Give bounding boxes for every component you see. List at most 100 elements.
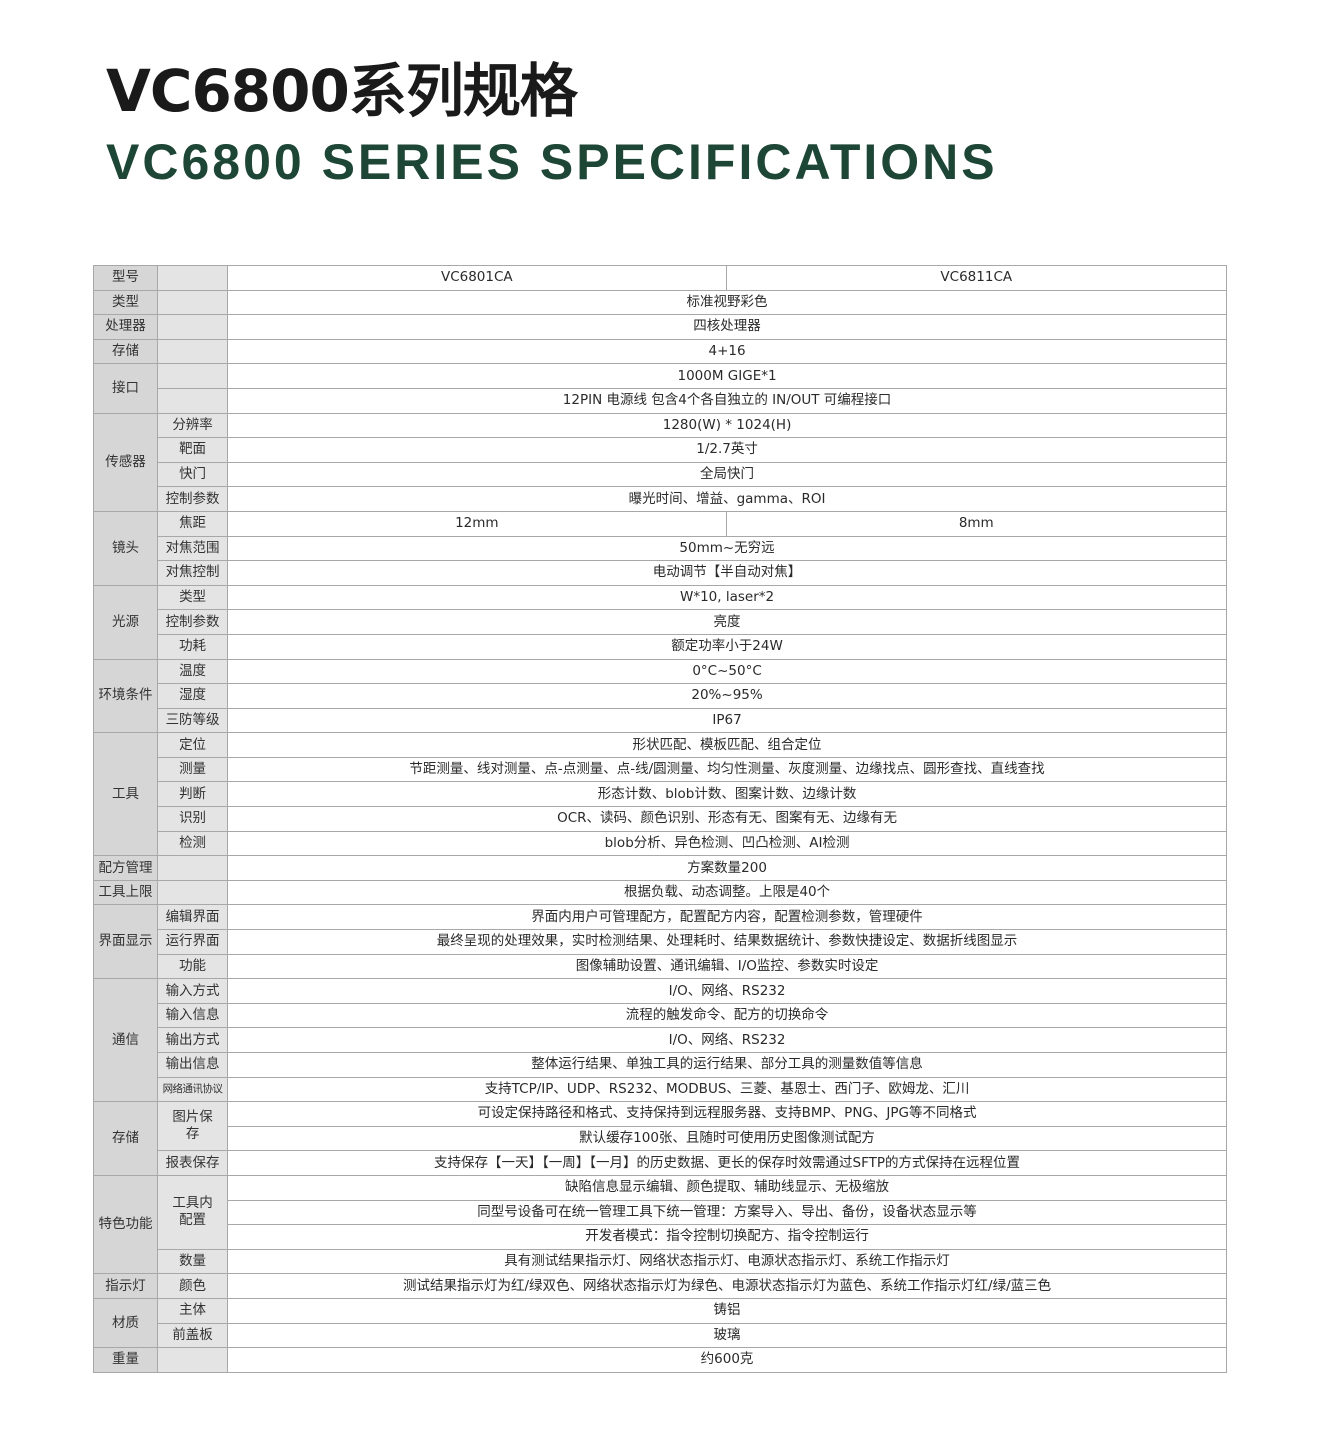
spec-value: IP67: [227, 707, 1227, 734]
spec-sub-label: 控制参数: [157, 609, 229, 635]
table-row: 运行界面 最终呈现的处理效果，实时检测结果、处理耗时、结果数据统计、参数快捷设定、…: [94, 929, 1227, 955]
table-row: 光源 类型 W*10, laser*2: [92, 584, 1227, 660]
spec-group-label: 光源: [92, 584, 159, 660]
spec-table-body: 型号 VC6801CA VC6811CA 类型 标准视野彩色 处理器 四核处理器 存储 4+16…: [92, 265, 1228, 1373]
spec-group-label: 存储: [92, 338, 159, 365]
spec-group-label: 指示灯: [92, 1273, 159, 1299]
table-row: 功耗 额定功率小于24W: [94, 633, 1227, 660]
table-row: 材质 主体 铸铝: [92, 1297, 1227, 1349]
spec-sub-label: 报表保存: [157, 1150, 229, 1176]
spec-sub-label: 焦距: [157, 510, 229, 537]
table-row: 默认缓存100张、且随时可使用历史图像测试配方: [94, 1125, 1227, 1152]
spec-value: 1280(W) * 1024(H): [227, 412, 1227, 439]
spec-value: 约600克: [227, 1347, 1227, 1373]
table-row: 环境条件 温度 0°C~50°C: [92, 658, 1227, 734]
table-row: 控制参数 亮度: [94, 609, 1227, 635]
table-row: 类型 标准视野彩色: [92, 289, 1227, 316]
table-row: 重量 约600克: [92, 1347, 1227, 1373]
spec-value: 8mm: [725, 510, 1228, 537]
spec-group-label: 存储: [92, 1101, 159, 1176]
spec-sub-label: [157, 855, 229, 881]
spec-group-label: 传感器: [92, 412, 159, 512]
spec-value: I/O、网络、RS232: [227, 1027, 1227, 1053]
spec-value: 4+16: [227, 338, 1227, 365]
table-row: 型号 VC6801CA VC6811CA: [92, 265, 1228, 291]
spec-sub-label-cell: 工具内配置: [157, 1174, 229, 1250]
spec-sub-label: 输入信息: [157, 1002, 229, 1029]
table-row: 前盖板 玻璃: [94, 1322, 1227, 1349]
spec-group-label: 通信: [92, 978, 159, 1103]
table-row: 湿度 20%~95%: [94, 683, 1227, 709]
spec-value: 12PIN 电源线 包含4个各自独立的 IN/OUT 可编程接口: [227, 387, 1227, 414]
spec-value: 支持保存【一天】【一周】【一月】的历史数据、更长的保存时效需通过SFTP的方式保…: [227, 1150, 1227, 1176]
spec-sub-label: 颜色: [157, 1273, 229, 1299]
table-row: 快门 全局快门: [94, 461, 1227, 488]
spec-sub-label: [157, 314, 229, 340]
spec-sub-label: 输出信息: [157, 1052, 229, 1078]
spec-value: 默认缓存100张、且随时可使用历史图像测试配方: [227, 1125, 1227, 1152]
spec-value: 支持TCP/IP、UDP、RS232、MODBUS、三菱、基恩士、西门子、欧姆龙…: [227, 1076, 1227, 1103]
spec-value: 形态计数、blob计数、图案计数、边缘计数: [227, 781, 1227, 808]
spec-value: VC6801CA: [227, 265, 727, 291]
spec-sub-label: [157, 265, 229, 291]
spec-value: 节距测量、线对测量、点-点测量、点-线/圆测量、均匀性测量、灰度测量、边缘找点、…: [227, 756, 1227, 783]
spec-value: 界面内用户可管理配方，配置配方内容，配置检测参数，管理硬件: [227, 904, 1227, 931]
page-title: VC6800系列规格: [106, 57, 578, 125]
spec-value: VC6811CA: [725, 265, 1228, 291]
table-row: 判断 形态计数、blob计数、图案计数、边缘计数: [94, 781, 1227, 808]
spec-value: 铸铝: [227, 1297, 1227, 1324]
spec-sub-label: 功能: [157, 953, 229, 980]
spec-value: 玻璃: [227, 1322, 1227, 1349]
spec-value: blob分析、异色检测、凹凸检测、AI检测: [227, 830, 1227, 857]
table-row: 靶面 1/2.7英寸: [94, 437, 1227, 463]
spec-sub-label: 定位: [157, 732, 229, 758]
table-row: 功能 图像辅助设置、通讯编辑、I/O监控、参数实时设定: [94, 953, 1227, 980]
table-row: 测量 节距测量、线对测量、点-点测量、点-线/圆测量、均匀性测量、灰度测量、边缘找…: [94, 756, 1227, 783]
spec-sub-label: 控制参数: [157, 486, 229, 512]
table-row: 控制参数 曝光时间、增益、gamma、ROI: [94, 486, 1227, 512]
spec-value: 亮度: [227, 609, 1227, 635]
spec-value: 缺陷信息显示编辑、颜色提取、辅助线显示、无极缩放: [227, 1174, 1227, 1201]
table-row: 界面显示 编辑界面 界面内用户可管理配方，配置配方内容，配置检测参数，管理硬件: [92, 904, 1227, 980]
table-row: 输出信息 整体运行结果、单独工具的运行结果、部分工具的测量数值等信息: [94, 1052, 1227, 1078]
spec-sub-label: 靶面: [157, 437, 229, 463]
spec-sub-label: [157, 1347, 229, 1373]
spec-sub-label: 对焦控制: [157, 560, 229, 586]
table-row: 工具 定位 形状匹配、模板匹配、组合定位: [92, 732, 1227, 857]
spec-sub-label: 测量: [157, 756, 229, 783]
table-row: 对焦控制 电动调节【半自动对焦】: [94, 560, 1227, 586]
spec-value: 电动调节【半自动对焦】: [227, 560, 1227, 586]
spec-group-label: 类型: [92, 289, 159, 316]
spec-group-label: 处理器: [92, 314, 159, 340]
table-row: 输出方式 I/O、网络、RS232: [94, 1027, 1227, 1053]
spec-sub-label: [157, 363, 229, 389]
spec-sub-label: 快门: [157, 461, 229, 488]
spec-sub-label: 功耗: [157, 633, 229, 660]
spec-value: 流程的触发命令、配方的切换命令: [227, 1002, 1227, 1029]
spec-value: 曝光时间、增益、gamma、ROI: [227, 486, 1227, 512]
spec-sub-label: 数量: [157, 1248, 229, 1275]
table-row: 特色功能 工具内配置 缺陷信息显示编辑、颜色提取、辅助线显示、无极缩放: [92, 1174, 1227, 1275]
spec-sub-label: 输入方式: [157, 978, 229, 1004]
spec-group-label: 配方管理: [92, 855, 159, 881]
table-row: 对焦范围 50mm~无穷远: [94, 535, 1227, 562]
table-row: 数量 具有测试结果指示灯、网络状态指示灯、电源状态指示灯、系统工作指示灯: [94, 1248, 1227, 1275]
table-row: 指示灯 颜色 测试结果指示灯为红/绿双色、网络状态指示灯为绿色、电源状态指示灯为蓝色…: [92, 1273, 1227, 1299]
spec-value: 0°C~50°C: [227, 658, 1227, 685]
spec-sub-label: 湿度: [157, 683, 229, 709]
spec-sub-label: 温度: [157, 658, 229, 685]
spec-value: 整体运行结果、单独工具的运行结果、部分工具的测量数值等信息: [227, 1052, 1227, 1078]
table-row: 存储 4+16: [92, 338, 1227, 365]
table-row: 通信 输入方式 I/O、网络、RS232: [92, 978, 1227, 1103]
spec-sub-label: 编辑界面: [157, 904, 229, 931]
spec-value: 图像辅助设置、通讯编辑、I/O监控、参数实时设定: [227, 953, 1227, 980]
spec-group-label: 型号: [92, 265, 159, 291]
spec-group-label: 材质: [92, 1297, 159, 1349]
table-row: 开发者模式：指令控制切换配方、指令控制运行: [94, 1224, 1227, 1250]
spec-table: 型号 VC6801CA VC6811CA 类型 标准视野彩色 处理器 四核处理器 存储 4+16…: [92, 265, 1228, 1373]
spec-value: OCR、读码、颜色识别、形态有无、图案有无、边缘有无: [227, 806, 1227, 832]
spec-value: 开发者模式：指令控制切换配方、指令控制运行: [227, 1224, 1227, 1250]
spec-sub-label: [157, 879, 229, 906]
table-row: 报表保存 支持保存【一天】【一周】【一月】的历史数据、更长的保存时效需通过SFTP…: [94, 1150, 1227, 1176]
spec-group-label: 环境条件: [92, 658, 159, 734]
